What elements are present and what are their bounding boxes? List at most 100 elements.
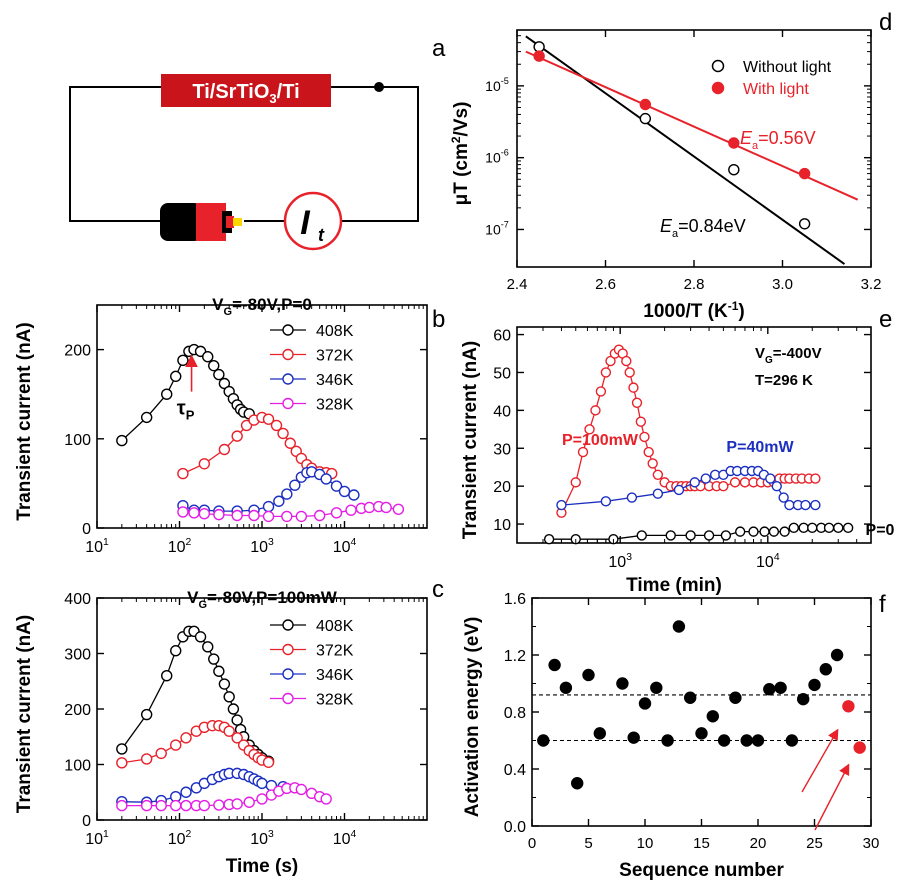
condition-temperature: T=296 K [755,372,813,389]
y-tick-label: 400 [64,591,91,608]
data-point [348,489,360,501]
data-point [830,648,844,662]
legend-label: 372K [316,643,354,660]
x-tick-label: 2.4 [507,276,528,293]
data-point [650,681,663,694]
legend-marker [711,59,725,73]
data-point [213,799,225,811]
data-point [256,777,268,790]
x-tick-label: 103 [608,552,632,571]
data-point [208,359,220,372]
data-point [256,793,268,805]
data-point [170,739,182,751]
data-point [380,501,392,514]
data-point [833,522,844,534]
data-point [198,799,211,812]
data-point [584,424,595,435]
data-point [635,416,647,427]
y-tick-label: 0 [82,521,91,538]
x-tick-label: 102 [168,829,192,848]
data-point [729,691,742,704]
data-point [734,526,746,537]
data-point [116,799,128,812]
data-point [853,741,866,754]
device-label: Ti/SrTiO3/Ti [192,81,299,106]
data-point [778,492,789,503]
data-point [248,509,260,522]
legend-item: 346K [270,372,354,389]
data-point [763,683,776,696]
data-point [533,41,545,53]
data-point [180,786,192,798]
y-tick-label: 50 [493,365,511,382]
y-tick-label: 100 [64,758,91,775]
data-point [765,473,776,484]
data-point [788,522,800,534]
chart-title: VG=-80V,P=100mW [187,588,338,611]
data-point [180,732,192,744]
data-point [785,734,799,747]
legend-marker [282,348,294,361]
data-point [808,678,821,692]
data-point [652,469,664,480]
data-point [720,530,732,541]
data-point [180,799,192,812]
legend-marker [282,397,294,410]
data-point [194,631,207,643]
chart-title: VG=-80V,P=0 [212,295,312,318]
data-point [155,747,167,760]
chart-f: 0 5 10 15 20 25 30 0.0 0.4 0.8 1.2 1.6 Activation en… [462,591,879,881]
data-point [728,163,740,176]
x-tick-label: 15 [693,835,710,852]
legend-marker [282,324,294,336]
legend-item: Without light [711,59,832,76]
x-tick-label: 20 [750,835,767,852]
x-tick-label: 2.6 [595,276,616,293]
data-point [543,534,555,545]
ea-annotation-red: Ea=0.56V [740,128,816,152]
data-point [728,137,740,149]
data-point [797,692,810,706]
data-point [202,641,214,653]
panel-letter-f: f [879,591,886,618]
data-point [155,799,167,812]
data-point [768,526,780,537]
data-point [240,419,253,432]
data-point [672,620,686,633]
data-point [661,734,674,747]
data-point [170,799,182,812]
y-tick-label: 1.6 [504,591,526,608]
ammeter-icon: I t [283,191,343,251]
data-point [684,691,697,704]
data-point [262,756,275,768]
arrow-annotation [814,763,850,831]
x-tick-label: 5 [584,835,592,852]
series-label: P=100mW [562,432,639,449]
x-axis-label: Sequence number [619,860,784,881]
data-point [595,386,607,397]
data-point [262,500,275,513]
data-point [116,743,128,755]
legend-item: 328K [270,692,354,709]
data-point [703,530,715,541]
data-point [231,430,243,442]
data-point [673,484,685,496]
data-point [273,495,285,507]
data-point [177,467,189,480]
data-point [842,700,855,713]
panel-letter-b: b [432,306,445,333]
data-point [771,480,782,492]
data-point [140,753,153,765]
y-axis-label: Activation energy (eV) [462,617,483,818]
data-point [277,427,289,440]
data-point [739,477,751,488]
legend-item: With light [711,81,809,98]
data-point [665,530,676,541]
data-point [571,777,584,790]
y-tick-label: 0 [82,813,91,830]
data-point [774,681,787,694]
circuit-wire [69,86,419,222]
data-point [559,681,573,694]
data-point [842,522,854,534]
x-tick-label: 10 [637,835,654,852]
